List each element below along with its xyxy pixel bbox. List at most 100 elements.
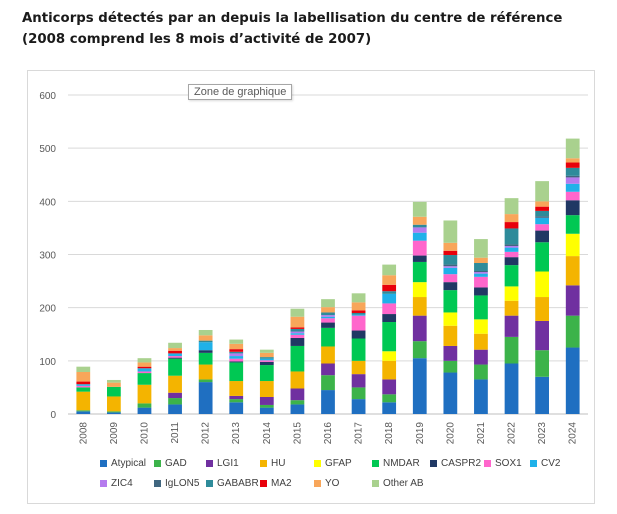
bar-segment-caspr2-2021 (474, 287, 488, 296)
bar-segment-gababr-2024 (565, 167, 580, 176)
bar-segment-yo-2016 (321, 307, 335, 313)
legend-item-caspr2[interactable]: CASPR2 (430, 456, 481, 470)
bar-segment-caspr2-2017 (351, 330, 366, 339)
bar-segment-cv2-2016 (321, 316, 335, 319)
bar-segment-ma2-2023 (535, 206, 549, 211)
legend-label: GAD (165, 457, 187, 469)
bar-segment-nmdar-2021 (474, 295, 488, 320)
legend-item-lgi1[interactable]: LGI1 (206, 456, 239, 470)
legend-swatch (372, 459, 379, 467)
bar-segment-gad-2011 (168, 398, 182, 405)
legend-item-iglon5[interactable]: IgLON5 (154, 476, 199, 490)
bar-segment-other-ab-2018 (382, 264, 397, 276)
legend-item-gfap[interactable]: GFAP (314, 456, 352, 470)
legend-label: YO (325, 477, 340, 489)
legend-swatch (260, 459, 267, 467)
bar-segment-other-ab-2008 (76, 366, 91, 372)
bar-segment-cv2-2012 (198, 342, 213, 351)
bar-segment-caspr2-2022 (504, 257, 519, 266)
bar-segment-yo-2022 (504, 214, 519, 223)
bar-segment-other-ab-2022 (504, 198, 519, 215)
legend-item-other-ab[interactable]: Other AB (372, 476, 424, 490)
bar-segment-lgi1-2017 (351, 374, 366, 388)
bar-segment-gad-2017 (351, 387, 366, 400)
bar-segment-yo-2021 (474, 257, 488, 264)
bar-segment-gababr-2014 (259, 357, 274, 359)
legend-item-cv2[interactable]: CV2 (530, 456, 560, 470)
legend-label: GFAP (325, 457, 352, 469)
bar-segment-cv2-2008 (76, 384, 91, 386)
bar-segment-atypical-2017 (351, 399, 366, 414)
legend-item-ma2[interactable]: MA2 (260, 476, 292, 490)
bar-segment-sox1-2023 (535, 224, 549, 231)
bar-segment-sox1-2015 (290, 334, 305, 338)
bar-segment-lgi1-2021 (474, 349, 488, 365)
legend-item-gad[interactable]: GAD (154, 456, 187, 470)
y-tick-label: 100 (39, 357, 56, 368)
bar-segment-sox1-2014 (259, 360, 274, 362)
y-tick-label: 400 (39, 197, 56, 208)
x-tick-label: 2014 (262, 422, 273, 445)
bar-segment-zic4-2021 (474, 272, 488, 274)
bar-segment-gad-2013 (229, 399, 244, 403)
chart-title: Anticorps détectés par an depuis la labe… (22, 11, 563, 47)
bar-segment-cv2-2022 (504, 247, 519, 252)
bar-segment-cv2-2020 (443, 267, 458, 275)
bar-segment-caspr2-2014 (259, 361, 274, 366)
bar-segment-atypical-2009 (107, 412, 121, 414)
bar-segment-yo-2008 (76, 371, 91, 382)
x-tick-label: 2018 (384, 422, 395, 445)
bar-segment-iglon5-2022 (504, 244, 519, 246)
legend-item-zic4[interactable]: ZIC4 (100, 476, 133, 490)
bar-segment-other-ab-2024 (565, 138, 580, 159)
bar-segment-atypical-2022 (504, 363, 519, 414)
bar-segment-other-ab-2015 (290, 308, 305, 317)
x-tick-label: 2013 (231, 422, 242, 445)
legend-label: IgLON5 (165, 477, 200, 489)
legend-item-atypical[interactable]: Atypical (100, 456, 146, 470)
bar-segment-gfap-2024 (565, 233, 580, 257)
x-tick-label: 2017 (354, 422, 365, 445)
bar-segment-sox1-2017 (351, 315, 366, 331)
bar-segment-cv2-2011 (168, 353, 182, 357)
legend-item-gababr[interactable]: GABABR (206, 476, 259, 490)
bar-segment-ma2-2022 (504, 222, 519, 229)
bar-segment-ma2-2020 (443, 250, 458, 256)
bar-segment-ma2-2015 (290, 327, 305, 329)
bar-segment-atypical-2008 (76, 411, 91, 414)
bar-segment-cv2-2010 (137, 368, 152, 372)
bar-segment-hu-2020 (443, 325, 458, 346)
bar-segment-lgi1-2020 (443, 345, 458, 361)
bar-segment-nmdar-2009 (107, 386, 121, 397)
bar-segment-gababr-2019 (412, 224, 427, 228)
bar-segment-ma2-2013 (229, 349, 244, 352)
bar-segment-atypical-2013 (229, 402, 244, 414)
legend-label: LGI1 (217, 457, 239, 469)
bar-segment-sox1-2011 (168, 356, 182, 358)
legend-item-nmdar[interactable]: NMDAR (372, 456, 420, 470)
bar-segment-gababr-2016 (321, 312, 335, 316)
bar-segment-sox1-2010 (137, 371, 152, 374)
legend-item-hu[interactable]: HU (260, 456, 285, 470)
bar-segment-hu-2009 (107, 396, 121, 412)
legend-swatch (100, 459, 107, 467)
bar-segment-other-ab-2020 (443, 220, 458, 243)
legend-swatch (484, 459, 491, 467)
legend-label: HU (271, 457, 286, 469)
x-tick-label: 2020 (445, 422, 456, 445)
bar-segment-hu-2011 (168, 375, 182, 393)
bar-segment-atypical-2014 (259, 407, 274, 414)
bar-segment-cv2-2018 (382, 293, 397, 304)
bar-segment-hu-2021 (474, 333, 488, 350)
bar-segment-other-ab-2014 (259, 349, 274, 353)
legend-item-yo[interactable]: YO (314, 476, 339, 490)
bar-segment-gfap-2021 (474, 319, 488, 334)
bar-segment-yo-2012 (198, 335, 213, 341)
legend-item-sox1[interactable]: SOX1 (484, 456, 522, 470)
bar-segment-caspr2-2019 (412, 255, 427, 262)
bar-segment-other-ab-2016 (321, 299, 335, 308)
bar-segment-atypical-2024 (565, 347, 580, 414)
chart-area[interactable] (27, 70, 595, 504)
bar-segment-caspr2-2020 (443, 282, 458, 291)
bar-segment-nmdar-2022 (504, 265, 519, 287)
